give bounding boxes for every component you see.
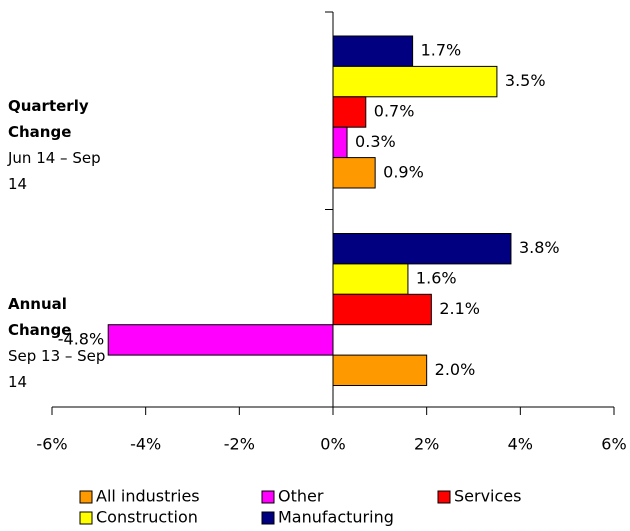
bar [107,324,334,356]
group-label: Annual Change Sep 13 – Sep 14 [8,291,118,395]
group-title: Quarterly Change [8,97,89,141]
x-tick-label: 2% [414,435,439,454]
legend-swatch [79,511,93,525]
bar [332,157,376,189]
legend-swatch [261,511,275,525]
value-label: 3.8% [519,238,560,257]
legend-swatch [79,490,93,504]
bar [332,263,409,295]
value-label: 2.1% [439,299,480,318]
bar [332,233,512,265]
legend-label: Services [454,487,521,506]
value-label: 1.6% [416,269,457,288]
value-label: 0.3% [355,132,396,151]
value-label: 2.0% [435,360,476,379]
x-tick-label: 0% [320,435,345,454]
value-label: -4.8% [58,329,104,348]
group-title: Annual Change [8,294,72,339]
legend-label: Construction [96,508,198,527]
group-subtitle: Sep 13 – Sep 14 [8,346,106,391]
bar [332,35,414,67]
legend-swatch [261,490,275,504]
bar [332,354,428,387]
x-tick-label: 6% [601,435,626,454]
bar [332,96,367,128]
group-label: Quarterly Change Jun 14 – Sep 14 [8,93,118,197]
value-label: 0.7% [374,102,415,121]
value-label: 0.9% [383,162,424,181]
value-label: 1.7% [421,41,462,60]
x-tick-label: -4% [130,435,161,454]
legend-label: Manufacturing [278,508,394,527]
bar [332,65,498,98]
x-tick-label: 4% [508,435,533,454]
legend-label: All industries [96,487,200,506]
group-subtitle: Jun 14 – Sep 14 [8,149,101,193]
bar [332,126,348,159]
legend-label: Other [278,487,324,506]
x-tick-label: -6% [36,435,67,454]
x-tick-label: -2% [224,435,255,454]
bar [332,293,432,326]
value-label: 3.5% [505,71,546,90]
legend-swatch [437,490,451,504]
